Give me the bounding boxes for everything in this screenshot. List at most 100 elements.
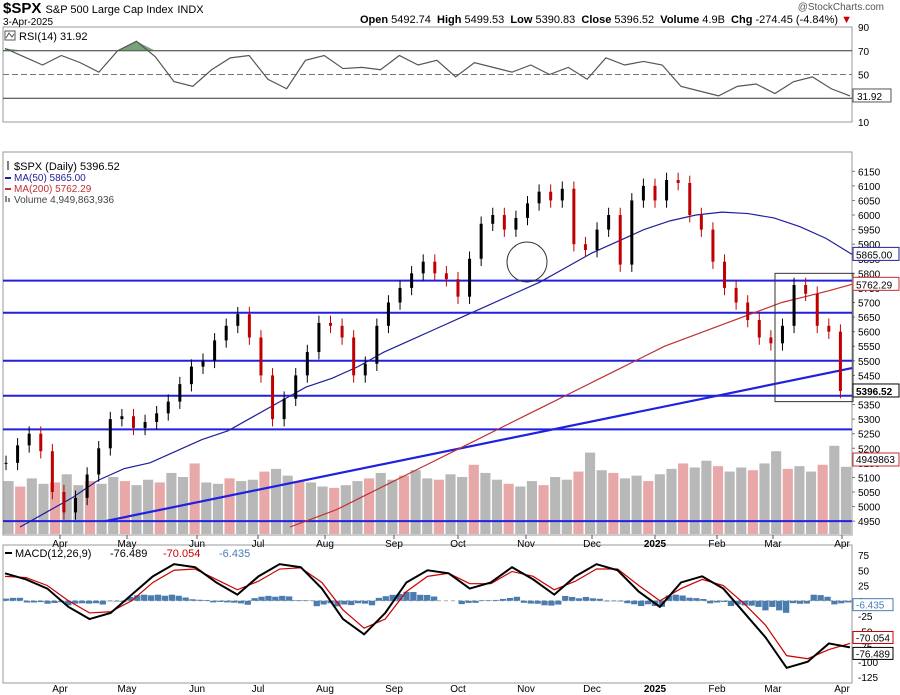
macd-histogram-bar	[575, 598, 583, 601]
price-bar-body	[444, 273, 448, 280]
price-bar-body	[143, 422, 147, 428]
macd-histogram-bar	[382, 596, 389, 601]
price-bar-body	[456, 279, 460, 297]
macd-histogram-bar	[838, 600, 845, 604]
volume-bar	[352, 481, 363, 534]
macd-histogram-bar	[569, 596, 576, 601]
macd-histogram-bar	[465, 600, 472, 603]
macd-histogram-bar	[479, 600, 486, 601]
volume-bar	[480, 472, 491, 534]
macd-histogram-bar	[831, 600, 838, 605]
macd-histogram-bar	[734, 600, 741, 605]
macd-histogram-bar	[493, 599, 500, 601]
price-bar-body	[247, 314, 251, 338]
price-last-value-label: 5396.52	[856, 387, 893, 398]
macd-histogram-bar	[44, 600, 51, 604]
rsi-last-value-label: 31.92	[857, 92, 882, 103]
price-bar-body	[572, 188, 576, 245]
price-bar-body	[757, 319, 761, 338]
price-bar-body	[595, 229, 599, 251]
price-bar-body	[769, 337, 773, 344]
macd-histogram-bar	[506, 597, 514, 601]
volume-bar	[794, 466, 805, 534]
macd-histogram-bar	[375, 597, 383, 601]
price-bar-body	[734, 287, 738, 303]
open-value: 5492.74	[391, 14, 431, 26]
ma50-last-value-box	[852, 246, 900, 261]
price-tick-label: 5000	[858, 503, 881, 514]
macd-histogram-bar	[693, 598, 700, 601]
volume-bar	[631, 475, 642, 534]
volume-bar	[840, 466, 851, 534]
price-tick-label: 5300	[858, 415, 881, 426]
price-tick-label: 6100	[858, 182, 881, 193]
macd-histogram-bar	[258, 596, 265, 601]
price-tick-label: 5350	[858, 401, 881, 412]
macd-histogram-bar	[299, 600, 307, 601]
macd-month-label: Apr	[834, 684, 850, 695]
volume-bar	[666, 468, 677, 534]
rsi-title: RSI(14) 31.92	[19, 31, 87, 43]
ohlc-summary: Open 5492.74 High 5499.53 Low 5390.83 Cl…	[360, 14, 852, 26]
macd-histogram-bar	[127, 596, 134, 601]
price-tick-label: 5650	[858, 313, 881, 324]
volume-bar	[550, 477, 561, 534]
volume-bar	[201, 482, 212, 534]
volume-bar	[410, 470, 421, 534]
volume-bar	[305, 482, 317, 534]
macd-signal-last-value-box	[852, 630, 894, 644]
price-bar-body	[189, 366, 193, 385]
macd-histogram-bar	[368, 600, 376, 606]
macd-tick-label: -125	[858, 673, 878, 684]
rsi-tick-label: 50	[858, 71, 870, 82]
price-bar-body	[74, 497, 78, 513]
volume-bar	[654, 474, 665, 534]
rsi-overbought-fill	[136, 41, 156, 51]
price-bar-body	[201, 360, 205, 367]
macd-histogram-bar	[244, 600, 251, 605]
macd-histogram-bar	[355, 600, 362, 604]
volume-bar	[561, 479, 572, 534]
price-bar-body	[120, 416, 124, 420]
price-tick-label: 5250	[858, 430, 881, 441]
macd-histogram-bar	[341, 600, 348, 605]
macd-histogram-bar	[596, 598, 603, 601]
price-tick-label: 5450	[858, 371, 881, 382]
macd-histogram-bar	[520, 600, 527, 603]
price-bar-body	[328, 322, 332, 326]
chg-label: Chg	[731, 14, 753, 26]
macd-histogram-bar	[686, 597, 693, 601]
price-bar-body	[398, 287, 402, 303]
macd-last-value-label: -76.489	[856, 649, 890, 660]
price-bar-body	[224, 325, 228, 341]
price-month-label: Aug	[316, 539, 334, 550]
rsi-last-value-box	[852, 88, 892, 103]
price-bar-body	[294, 375, 298, 399]
volume-bar	[154, 482, 165, 534]
price-bar-body	[618, 215, 622, 265]
macd-signal-last-value-label: -70.054	[856, 633, 890, 644]
macd-histogram-bar	[216, 600, 224, 602]
macd-histogram-last-value-box	[852, 598, 894, 612]
macd-histogram-bar	[499, 598, 507, 601]
macd-histogram-bar	[286, 596, 293, 601]
volume-bar	[189, 463, 200, 534]
volume-last-value-box	[852, 452, 900, 467]
price-month-label: Sep	[385, 539, 403, 550]
ma200-last-value-box	[852, 276, 900, 291]
price-bar-body	[479, 223, 483, 259]
volume-bar	[619, 478, 631, 534]
chg-value: -274.45 (-4.84%)	[755, 14, 839, 26]
high-value: 5499.53	[464, 14, 505, 26]
price-tick-label: 5950	[858, 226, 881, 237]
symbol-title: $SPX S&P 500 Large Cap Index INDX	[3, 0, 204, 17]
macd-histogram-bar	[168, 594, 175, 601]
macd-histogram-bar	[292, 600, 300, 601]
macd-histogram-bar	[707, 600, 714, 604]
volume-bar	[61, 474, 72, 534]
macd-histogram-bar	[9, 597, 17, 601]
low-value: 5390.83	[535, 14, 576, 26]
volume-bar	[689, 467, 700, 534]
symbol: $SPX	[3, 0, 42, 17]
